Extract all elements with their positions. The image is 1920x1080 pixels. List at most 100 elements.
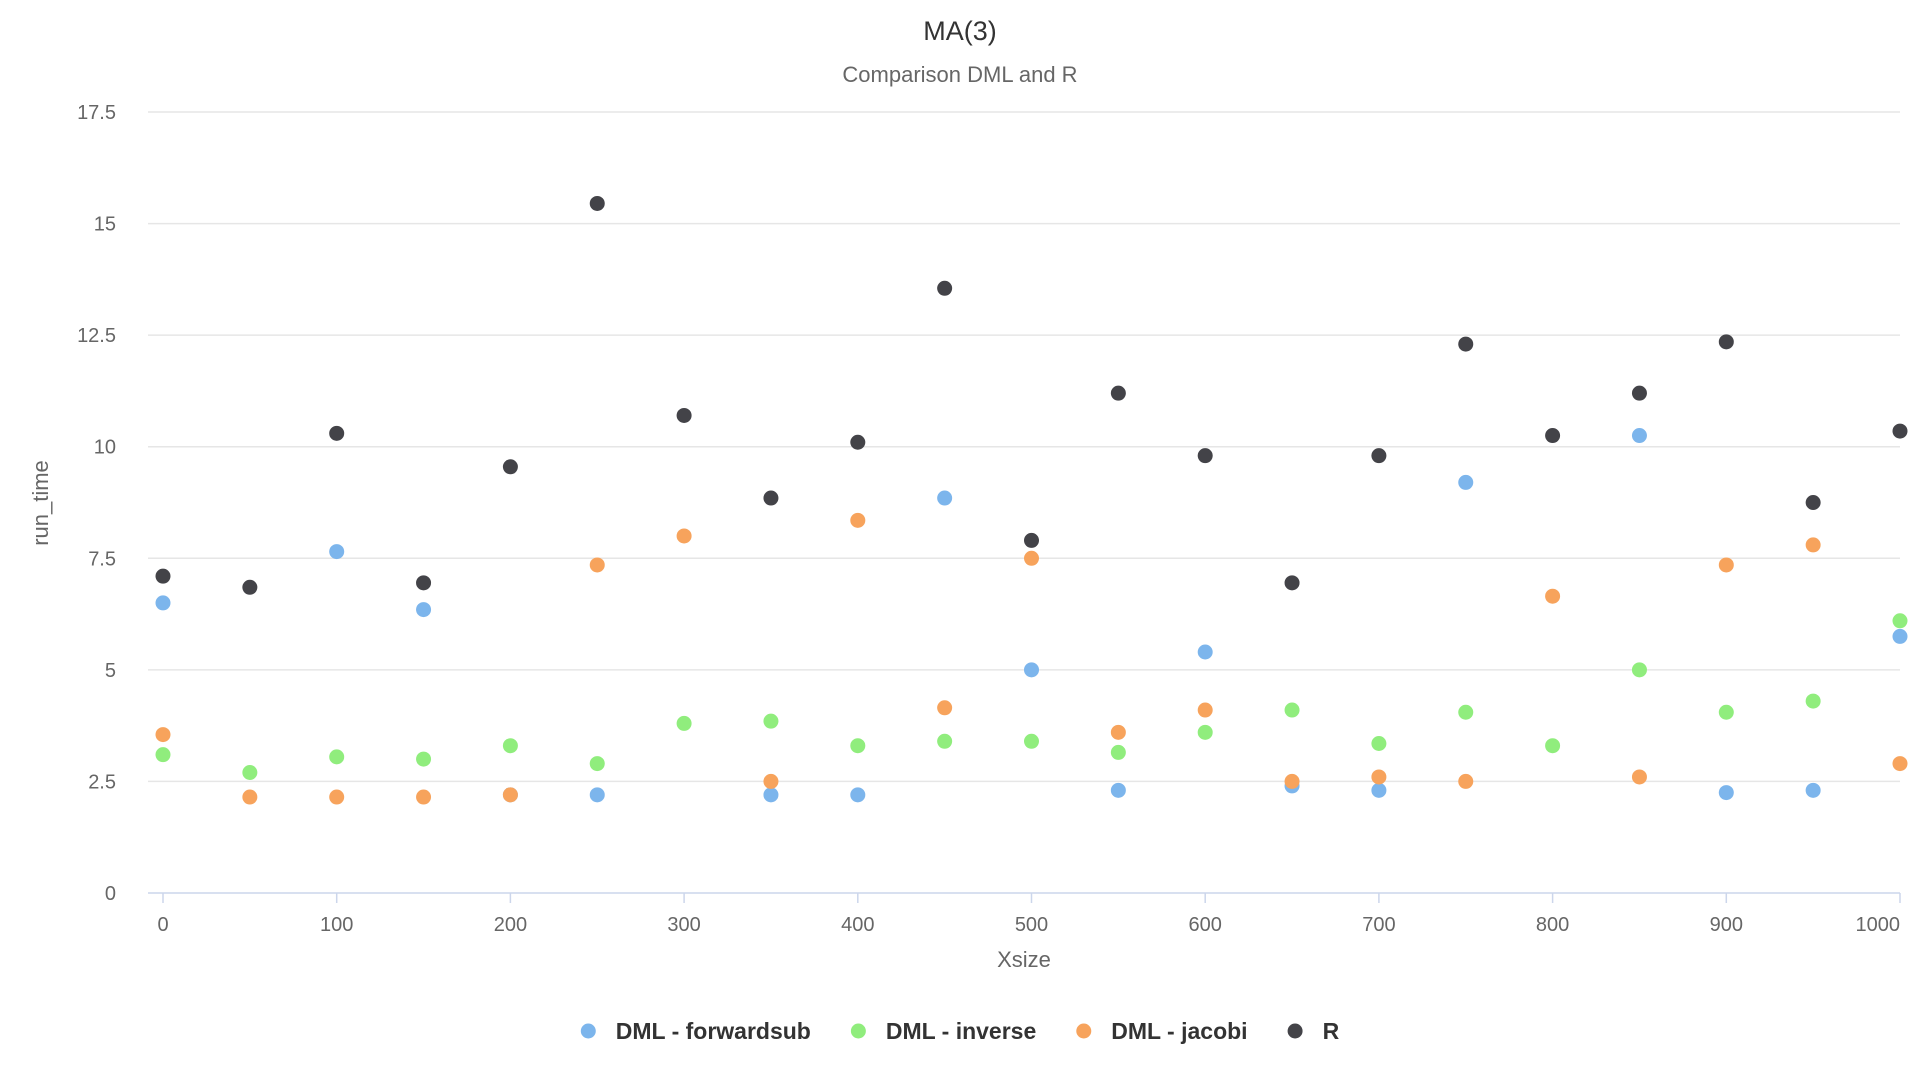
y-axis-title: run_time (28, 460, 53, 546)
x-axis-title: Xsize (997, 947, 1051, 972)
data-point[interactable] (1024, 532, 1039, 548)
data-point[interactable] (1024, 733, 1039, 749)
data-point[interactable] (1545, 428, 1561, 444)
data-point[interactable] (155, 595, 171, 611)
data-point[interactable] (850, 787, 866, 803)
data-point[interactable] (1110, 744, 1126, 760)
data-point[interactable] (937, 700, 953, 716)
data-point[interactable] (1110, 385, 1126, 401)
data-point[interactable] (1371, 769, 1387, 785)
legend-item[interactable]: DML - forwardsub (580, 1018, 811, 1044)
data-point[interactable] (1545, 588, 1561, 604)
data-point[interactable] (1892, 613, 1908, 629)
legend-item[interactable]: DML - inverse (850, 1018, 1036, 1044)
data-point[interactable] (1718, 557, 1734, 573)
data-point[interactable] (1024, 662, 1039, 678)
data-point[interactable] (937, 490, 953, 506)
data-point[interactable] (416, 575, 432, 591)
data-point[interactable] (1718, 785, 1734, 801)
data-point[interactable] (850, 434, 866, 450)
data-point[interactable] (937, 733, 953, 749)
data-point[interactable] (1805, 782, 1821, 798)
data-point[interactable] (1371, 448, 1387, 464)
data-point[interactable] (502, 738, 518, 754)
data-point[interactable] (1371, 735, 1387, 751)
data-point[interactable] (589, 787, 605, 803)
data-point[interactable] (1458, 336, 1474, 352)
data-point[interactable] (1458, 773, 1474, 789)
data-point[interactable] (416, 789, 432, 805)
data-point[interactable] (1892, 756, 1908, 772)
data-point[interactable] (1458, 704, 1474, 720)
data-point[interactable] (763, 713, 779, 729)
data-point[interactable] (1197, 644, 1213, 660)
data-point[interactable] (155, 747, 171, 763)
data-point[interactable] (502, 787, 518, 803)
data-point[interactable] (1545, 738, 1561, 754)
data-point[interactable] (1805, 693, 1821, 709)
legend-marker (580, 1023, 596, 1039)
data-point[interactable] (850, 512, 866, 528)
data-point[interactable] (1024, 550, 1039, 566)
data-point[interactable] (416, 751, 432, 767)
chart-subtitle: Comparison DML and R (842, 62, 1077, 87)
data-point[interactable] (1892, 423, 1908, 439)
data-point[interactable] (1197, 448, 1213, 464)
data-point[interactable] (1631, 769, 1647, 785)
data-point[interactable] (1110, 724, 1126, 740)
data-point[interactable] (676, 528, 692, 544)
y-tick-label: 5 (105, 660, 116, 682)
data-point[interactable] (589, 756, 605, 772)
data-point[interactable] (676, 715, 692, 731)
y-tick-label: 12.5 (77, 325, 116, 347)
data-point[interactable] (676, 407, 692, 423)
data-point[interactable] (502, 459, 518, 475)
data-point[interactable] (589, 557, 605, 573)
legend-label: R (1323, 1018, 1340, 1044)
x-tick-label: 1000 (1856, 914, 1901, 936)
data-point[interactable] (1892, 628, 1908, 644)
data-point[interactable] (155, 727, 171, 743)
data-point[interactable] (1197, 724, 1213, 740)
data-point[interactable] (1718, 334, 1734, 350)
data-point[interactable] (242, 789, 258, 805)
data-point[interactable] (1458, 474, 1474, 490)
data-point[interactable] (589, 195, 605, 211)
data-point[interactable] (1371, 782, 1387, 798)
legend-item[interactable]: DML - jacobi (1076, 1018, 1248, 1044)
data-point[interactable] (763, 773, 779, 789)
data-point[interactable] (1631, 428, 1647, 444)
data-point[interactable] (1284, 575, 1300, 591)
legend-item[interactable]: R (1287, 1018, 1340, 1044)
data-point[interactable] (937, 280, 953, 296)
data-point[interactable] (242, 579, 258, 595)
data-point[interactable] (1805, 495, 1821, 510)
data-point[interactable] (1284, 702, 1300, 718)
data-point[interactable] (416, 602, 432, 618)
legend-marker (850, 1023, 866, 1039)
data-point[interactable] (155, 568, 171, 584)
x-tick-label: 300 (667, 914, 700, 936)
data-point[interactable] (1718, 704, 1734, 720)
x-tick-label: 0 (157, 914, 168, 936)
data-point[interactable] (329, 749, 345, 765)
data-point[interactable] (1805, 537, 1821, 553)
data-point[interactable] (1284, 773, 1300, 789)
data-point[interactable] (1631, 662, 1647, 678)
data-point[interactable] (763, 490, 779, 506)
data-point[interactable] (850, 738, 866, 754)
data-point[interactable] (1631, 385, 1647, 401)
legend-label: DML - forwardsub (616, 1018, 811, 1044)
data-point[interactable] (1110, 782, 1126, 798)
data-point[interactable] (1197, 702, 1213, 718)
data-point[interactable] (763, 787, 779, 803)
data-point[interactable] (242, 765, 258, 781)
x-tick-label: 400 (841, 914, 874, 936)
y-tick-label: 15 (94, 214, 116, 236)
data-point[interactable] (329, 544, 345, 560)
series-dml-inverse (155, 613, 1908, 781)
data-point[interactable] (329, 425, 345, 441)
x-tick-label: 500 (1015, 914, 1048, 936)
data-point[interactable] (329, 789, 345, 805)
